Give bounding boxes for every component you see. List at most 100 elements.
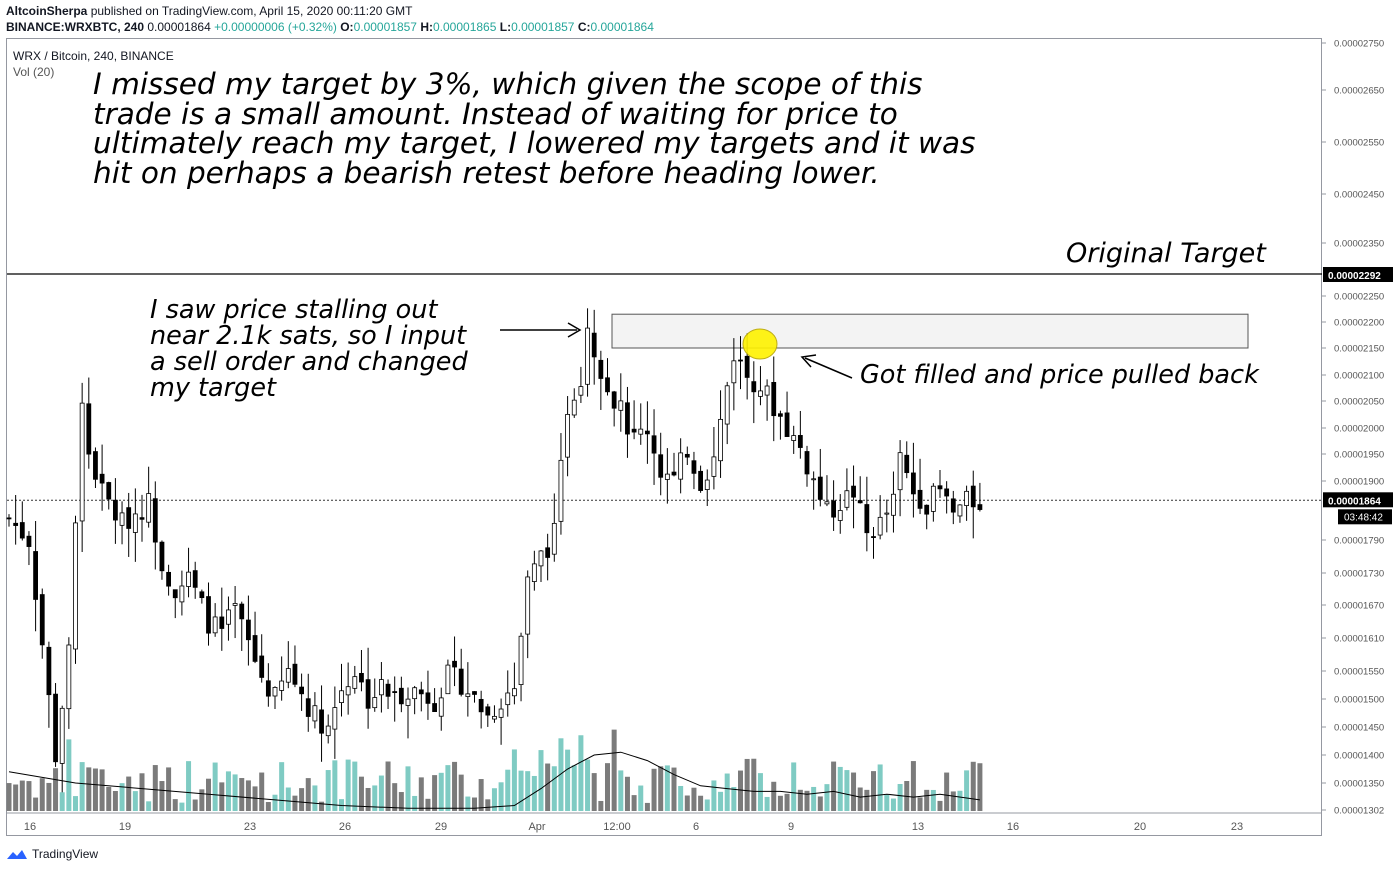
volume-bar bbox=[638, 785, 644, 811]
volume-bar bbox=[631, 795, 637, 811]
volume-bar bbox=[206, 778, 211, 811]
candle-body bbox=[186, 571, 191, 587]
low-value: 0.00001857 bbox=[511, 20, 575, 34]
x-axis-tick-label: 23 bbox=[244, 821, 256, 833]
candle-body bbox=[751, 381, 757, 393]
candle-body bbox=[398, 687, 404, 705]
volume-bar bbox=[738, 770, 743, 811]
candle-body bbox=[279, 680, 285, 691]
volume-bar bbox=[505, 769, 511, 811]
candle-body bbox=[578, 386, 584, 396]
volume-bar bbox=[146, 801, 152, 811]
y-axis-tick-label: 0.00001950 bbox=[1334, 450, 1384, 461]
candle-body bbox=[970, 485, 976, 508]
candle-body bbox=[738, 359, 743, 362]
candle-body bbox=[591, 332, 597, 358]
candle-body bbox=[159, 541, 165, 572]
volume-bar bbox=[797, 789, 803, 811]
candle-body bbox=[352, 676, 358, 689]
volume-bar bbox=[199, 789, 205, 811]
candle-body bbox=[6, 517, 12, 520]
author-name[interactable]: AltcoinSherpa bbox=[6, 4, 88, 18]
footer-brand[interactable]: TradingView bbox=[6, 847, 98, 861]
close-label: C: bbox=[577, 20, 591, 34]
candle-body bbox=[811, 478, 817, 481]
y-axis-tick-label: 0.00001350 bbox=[1334, 779, 1384, 790]
x-axis-tick-label: 13 bbox=[912, 821, 924, 833]
y-axis-tick-label: 0.00002000 bbox=[1334, 424, 1384, 435]
volume-bar bbox=[884, 794, 890, 811]
candle-body bbox=[93, 451, 98, 480]
volume-bar bbox=[718, 791, 724, 811]
volume-bar bbox=[33, 797, 39, 811]
volume-bar bbox=[445, 765, 451, 811]
candle-body bbox=[53, 693, 58, 763]
volume-bar bbox=[678, 785, 684, 811]
volume-bar bbox=[724, 773, 730, 811]
candle-body bbox=[166, 571, 172, 587]
candle-body bbox=[252, 635, 258, 662]
candle-body bbox=[924, 504, 930, 515]
candle-body bbox=[385, 683, 391, 697]
candle-body bbox=[565, 414, 570, 458]
volume-bar bbox=[498, 782, 504, 811]
volume-bar bbox=[525, 771, 531, 811]
candle-body bbox=[857, 500, 863, 504]
volume-bar bbox=[79, 762, 85, 811]
candle-body bbox=[571, 399, 577, 416]
volume-bar bbox=[132, 791, 138, 811]
candle-body bbox=[678, 452, 684, 480]
volume-bar bbox=[578, 735, 584, 811]
candle-body bbox=[518, 635, 524, 685]
candle-body bbox=[79, 402, 85, 522]
volume-bar bbox=[957, 790, 963, 811]
candle-body bbox=[418, 689, 424, 695]
volume-bar bbox=[817, 796, 823, 811]
candle-body bbox=[245, 619, 251, 641]
volume-bar bbox=[239, 778, 245, 811]
candle-body bbox=[631, 428, 637, 433]
candle-body bbox=[345, 686, 351, 696]
volume-bar bbox=[26, 781, 32, 811]
candle-body bbox=[26, 535, 32, 547]
volume-bar bbox=[225, 771, 231, 811]
candle-body bbox=[718, 418, 723, 462]
candle-body bbox=[831, 500, 836, 518]
volume-bar bbox=[917, 797, 923, 811]
volume-bar bbox=[944, 772, 950, 811]
candle-body bbox=[744, 355, 750, 378]
candle-body bbox=[405, 698, 411, 706]
publish-info: AltcoinSherpa published on TradingView.c… bbox=[6, 4, 412, 18]
volume-bar bbox=[671, 767, 677, 811]
candle-body bbox=[977, 504, 983, 510]
candle-body bbox=[551, 522, 557, 555]
candle-body bbox=[179, 585, 185, 603]
volume-bar bbox=[172, 799, 178, 811]
volume-indicator-label[interactable]: Vol (20) bbox=[13, 65, 55, 79]
volume-bar bbox=[751, 758, 757, 811]
x-axis-tick-label: 16 bbox=[24, 821, 36, 833]
volume-bar bbox=[166, 767, 172, 811]
volume-bar bbox=[478, 779, 484, 811]
volume-bar bbox=[232, 774, 238, 811]
close-value: 0.00001864 bbox=[590, 20, 654, 34]
open-value: 0.00001857 bbox=[353, 20, 417, 34]
y-axis-tick-label: 0.00001400 bbox=[1334, 751, 1384, 762]
candle-body bbox=[319, 709, 324, 734]
candle-body bbox=[458, 668, 464, 695]
candle-body bbox=[86, 403, 92, 455]
volume-bar bbox=[418, 777, 424, 811]
volume-bar bbox=[857, 787, 863, 811]
candle-body bbox=[359, 672, 364, 683]
candle-body bbox=[299, 686, 305, 695]
volume-bar bbox=[259, 772, 265, 811]
candle-body bbox=[664, 473, 670, 480]
candle-body bbox=[13, 522, 19, 526]
high-value: 0.00001865 bbox=[432, 20, 497, 34]
candle-body bbox=[877, 516, 883, 536]
candle-body bbox=[645, 430, 650, 435]
volume-bar bbox=[684, 795, 690, 811]
volume-bar bbox=[159, 781, 165, 811]
y-axis-tick-label: 0.00001730 bbox=[1334, 569, 1384, 580]
